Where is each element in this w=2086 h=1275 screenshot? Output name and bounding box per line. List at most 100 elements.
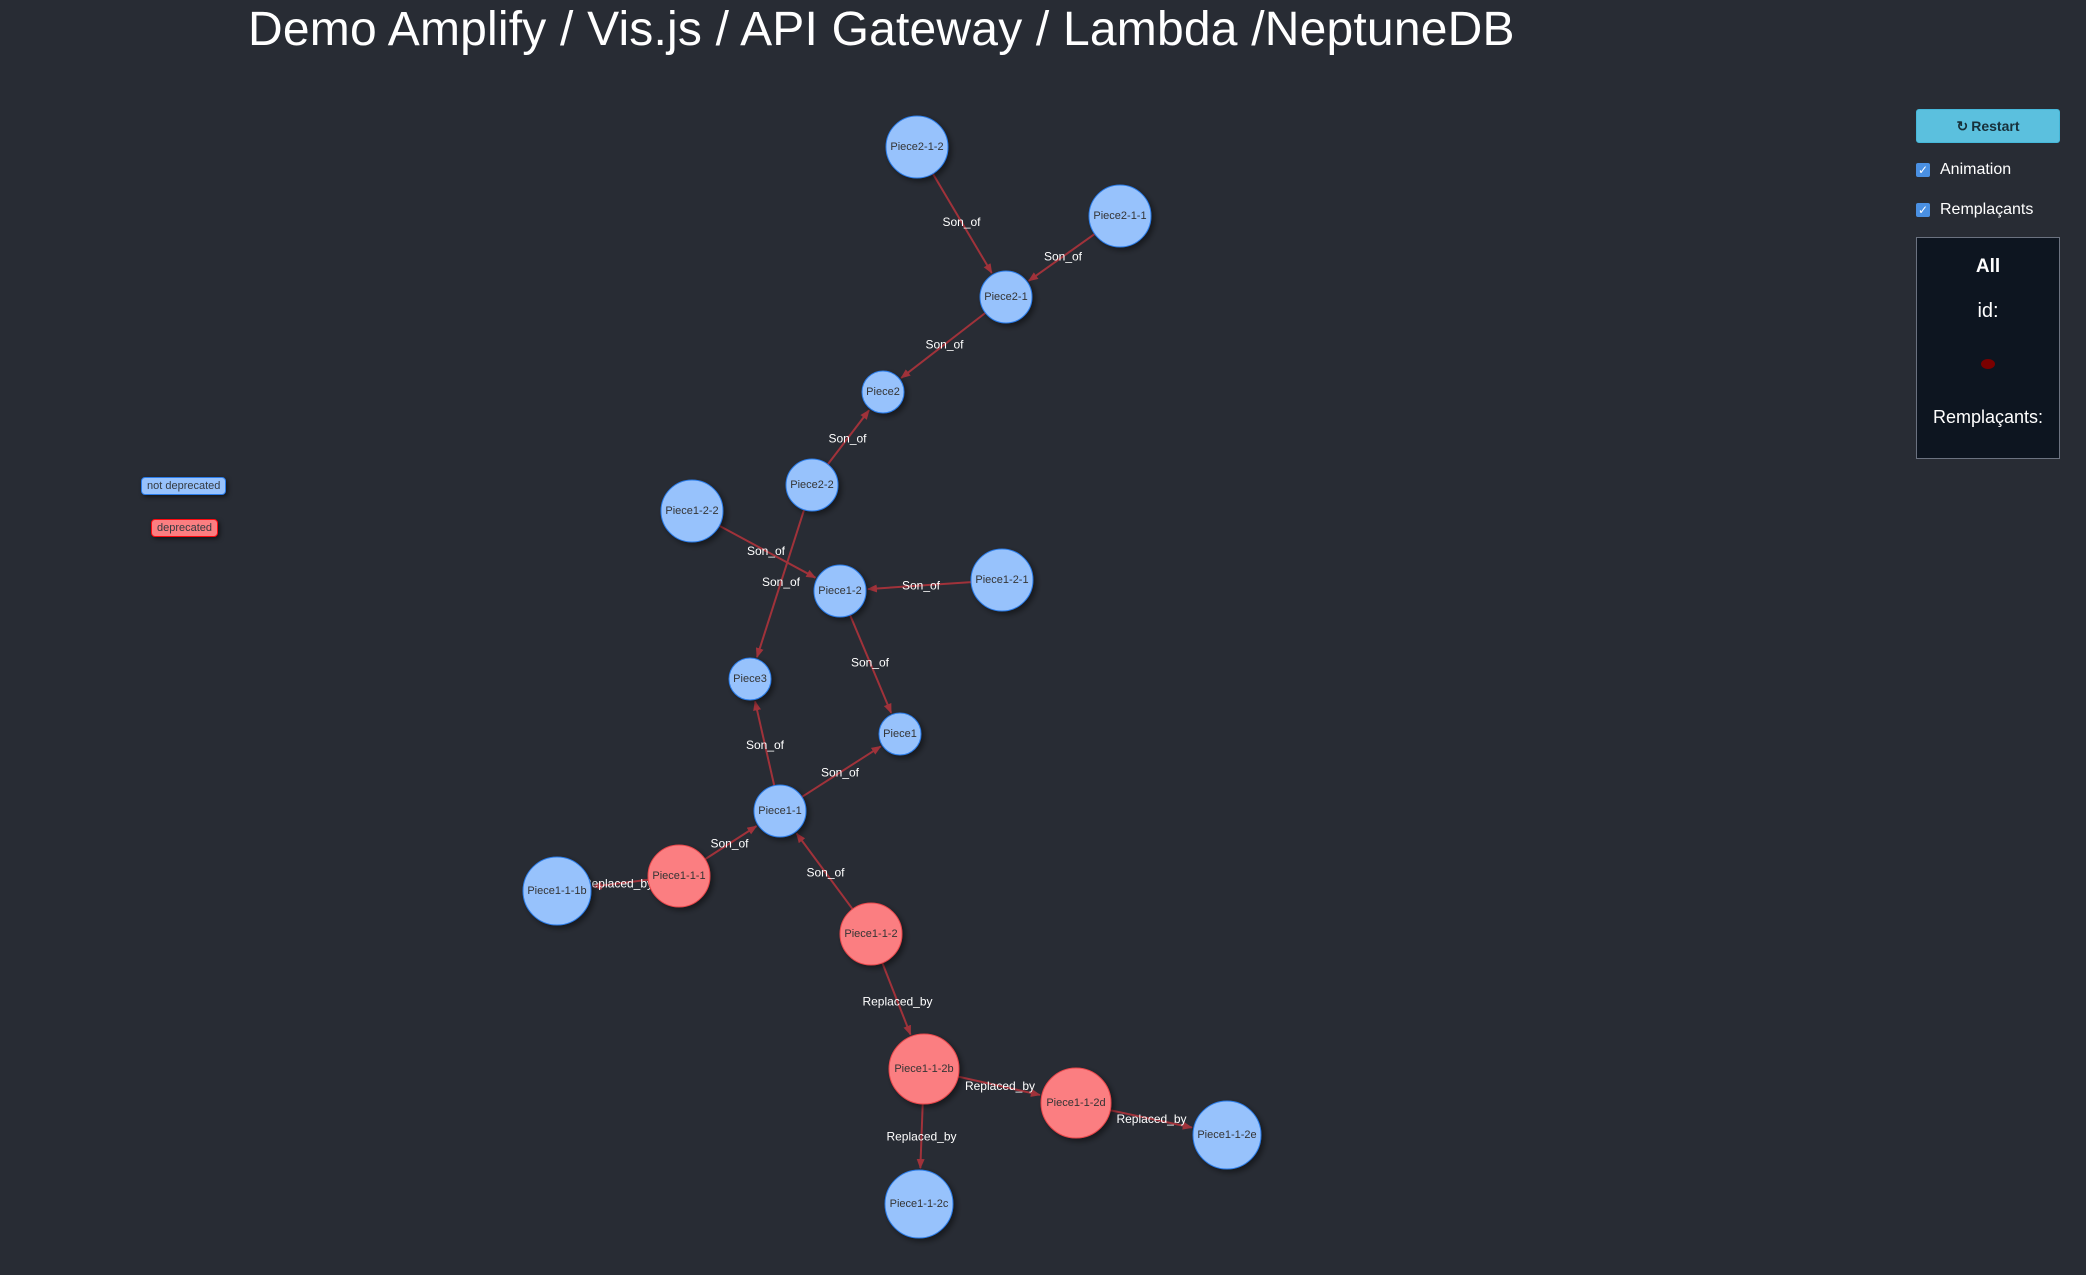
node-circle[interactable] bbox=[647, 844, 711, 908]
edge-piece1-1-2b-to-piece1-1-2c[interactable] bbox=[916, 1103, 925, 1170]
edge-piece2-2-to-piece2[interactable] bbox=[826, 409, 870, 465]
graph-node-piece3[interactable]: Piece3 bbox=[728, 657, 772, 701]
node-circle[interactable] bbox=[785, 458, 839, 512]
info-replacements-label: Remplaçants: bbox=[1932, 407, 2044, 427]
edge-piece1-2-1-to-piece1-2[interactable] bbox=[866, 581, 972, 593]
node-label: Piece2-2 bbox=[790, 479, 833, 491]
edge-piece2-2-to-piece3[interactable] bbox=[755, 509, 806, 659]
node-label: Piece1-1-2e bbox=[1197, 1129, 1256, 1141]
edge-piece2-1-1-to-piece2-1[interactable] bbox=[1028, 233, 1096, 282]
legend-not-deprecated: not deprecated bbox=[141, 477, 227, 495]
node-label: Piece2-1-1 bbox=[1093, 210, 1146, 222]
restart-label: Restart bbox=[1971, 117, 2020, 134]
node-label: Piece1-1-2d bbox=[1046, 1097, 1105, 1109]
graph-node-piece1[interactable]: Piece1 bbox=[878, 712, 922, 756]
edge-piece1-1-2d-to-piece1-1-2e[interactable] bbox=[1110, 1109, 1193, 1130]
node-label: Piece2-1 bbox=[984, 291, 1027, 303]
edge-label: Son_of bbox=[746, 738, 785, 752]
node-label: Piece2 bbox=[866, 386, 900, 398]
edge-label: Replaced_by bbox=[1116, 1112, 1186, 1126]
node-circle[interactable] bbox=[970, 548, 1034, 612]
node-label: Piece1-1-2b bbox=[894, 1063, 953, 1075]
edge-label: Replaced_by bbox=[886, 1130, 956, 1144]
node-circle[interactable] bbox=[753, 784, 807, 838]
animation-label: Animation bbox=[1940, 161, 2012, 178]
edge-label: Son_of bbox=[806, 866, 845, 880]
nodes-layer: Piece2-1-2 Piece2-1-1 Piece2-1 Piece2 Piece2… bbox=[522, 115, 1262, 1239]
graph-node-piece1-2-2[interactable]: Piece1-2-2 bbox=[660, 479, 724, 543]
node-label: Piece3 bbox=[733, 673, 767, 685]
refresh-icon: ↻ bbox=[1956, 117, 1969, 134]
graph-node-piece1-1-2[interactable]: Piece1-1-2 bbox=[839, 902, 903, 966]
node-circle[interactable] bbox=[861, 370, 905, 414]
page-title: Demo Amplify / Vis.js / API Gateway / La… bbox=[248, 3, 1515, 56]
node-circle[interactable] bbox=[728, 657, 772, 701]
graph-node-piece2-1[interactable]: Piece2-1 bbox=[979, 270, 1033, 324]
graph-node-piece1-2-1[interactable]: Piece1-2-1 bbox=[970, 548, 1034, 612]
node-circle[interactable] bbox=[878, 712, 922, 756]
edge-piece1-1-1-to-piece1-1-1b[interactable] bbox=[591, 878, 649, 890]
node-label: Piece1-1-1 bbox=[652, 870, 705, 882]
edge-piece2-1-to-piece2[interactable] bbox=[900, 312, 987, 379]
node-info-panel: All id: Remplaçants: bbox=[1916, 237, 2060, 459]
graph-node-piece1-1-2e[interactable]: Piece1-1-2e bbox=[1192, 1100, 1262, 1170]
node-circle[interactable] bbox=[1040, 1067, 1112, 1139]
graph-node-piece1-1-2c[interactable]: Piece1-1-2c bbox=[884, 1169, 954, 1239]
edge-piece1-1-to-piece3[interactable] bbox=[753, 700, 776, 786]
edges-layer bbox=[591, 173, 1193, 1170]
graph-node-piece1-1-1[interactable]: Piece1-1-1 bbox=[647, 844, 711, 908]
edge-piece1-1-2-to-piece1-1[interactable] bbox=[795, 832, 854, 910]
node-circle[interactable] bbox=[813, 564, 867, 618]
edge-piece1-2-2-to-piece1-2[interactable] bbox=[718, 524, 817, 579]
info-title: All bbox=[1975, 256, 2001, 277]
edge-piece1-1-2-to-piece1-1-2b[interactable] bbox=[881, 962, 912, 1036]
replacements-checkbox[interactable]: ✓ bbox=[1916, 203, 1930, 217]
node-circle[interactable] bbox=[979, 270, 1033, 324]
edge-label: Son_of bbox=[925, 338, 964, 352]
edge-label: Replaced_by bbox=[862, 995, 932, 1009]
node-circle[interactable] bbox=[884, 1169, 954, 1239]
animation-checkbox[interactable]: ✓ bbox=[1916, 163, 1930, 177]
graph-node-piece2-1-2[interactable]: Piece2-1-2 bbox=[885, 115, 949, 179]
node-circle[interactable] bbox=[1192, 1100, 1262, 1170]
edge-label: Replaced_by bbox=[583, 877, 653, 891]
edge-label: Son_of bbox=[828, 432, 867, 446]
edge-piece1-1-to-piece1[interactable] bbox=[801, 745, 882, 798]
edge-label: Son_of bbox=[747, 544, 786, 558]
node-circle[interactable] bbox=[522, 856, 592, 926]
node-circle[interactable] bbox=[888, 1033, 960, 1105]
graph-node-piece2[interactable]: Piece2 bbox=[861, 370, 905, 414]
node-circle[interactable] bbox=[839, 902, 903, 966]
edge-label: Replaced_by bbox=[965, 1079, 1035, 1093]
graph-node-piece1-1-2b[interactable]: Piece1-1-2b bbox=[888, 1033, 960, 1105]
info-id-label: id: bbox=[1977, 300, 1999, 322]
node-label: Piece1-1-1b bbox=[527, 885, 586, 897]
graph-node-piece1-1-1b[interactable]: Piece1-1-1b bbox=[522, 856, 592, 926]
status-dot-icon bbox=[1981, 359, 1995, 369]
edge-label: Son_of bbox=[821, 766, 860, 780]
node-circle[interactable] bbox=[660, 479, 724, 543]
graph-node-piece1-1[interactable]: Piece1-1 bbox=[753, 784, 807, 838]
graph-node-piece2-2[interactable]: Piece2-2 bbox=[785, 458, 839, 512]
node-label: Piece1-2 bbox=[818, 585, 861, 597]
edge-piece1-2-to-piece1[interactable] bbox=[849, 614, 893, 714]
node-circle[interactable] bbox=[885, 115, 949, 179]
graph-node-piece2-1-1[interactable]: Piece2-1-1 bbox=[1088, 184, 1152, 248]
node-circle[interactable] bbox=[1088, 184, 1152, 248]
edge-label: Son_of bbox=[1044, 250, 1083, 264]
edge-piece1-1-2b-to-piece1-1-2d[interactable] bbox=[957, 1075, 1041, 1097]
animation-toggle[interactable]: ✓ Animation bbox=[1916, 157, 2060, 183]
edge-label: Son_of bbox=[762, 575, 801, 589]
graph-node-piece1-1-2d[interactable]: Piece1-1-2d bbox=[1040, 1067, 1112, 1139]
graph-node-piece1-2[interactable]: Piece1-2 bbox=[813, 564, 867, 618]
edge-piece1-1-1-to-piece1-1[interactable] bbox=[704, 825, 758, 861]
edge-piece2-1-2-to-piece2-1[interactable] bbox=[931, 173, 993, 274]
legend-deprecated: deprecated bbox=[151, 519, 219, 537]
node-label: Piece1-1 bbox=[758, 805, 801, 817]
node-label: Piece1-1-2c bbox=[890, 1198, 949, 1210]
restart-button[interactable]: ↻ Restart bbox=[1916, 109, 2060, 143]
edge-label: Son_of bbox=[710, 837, 749, 851]
edge-label: Son_of bbox=[942, 215, 981, 229]
replacements-toggle[interactable]: ✓ Remplaçants bbox=[1916, 197, 2060, 223]
